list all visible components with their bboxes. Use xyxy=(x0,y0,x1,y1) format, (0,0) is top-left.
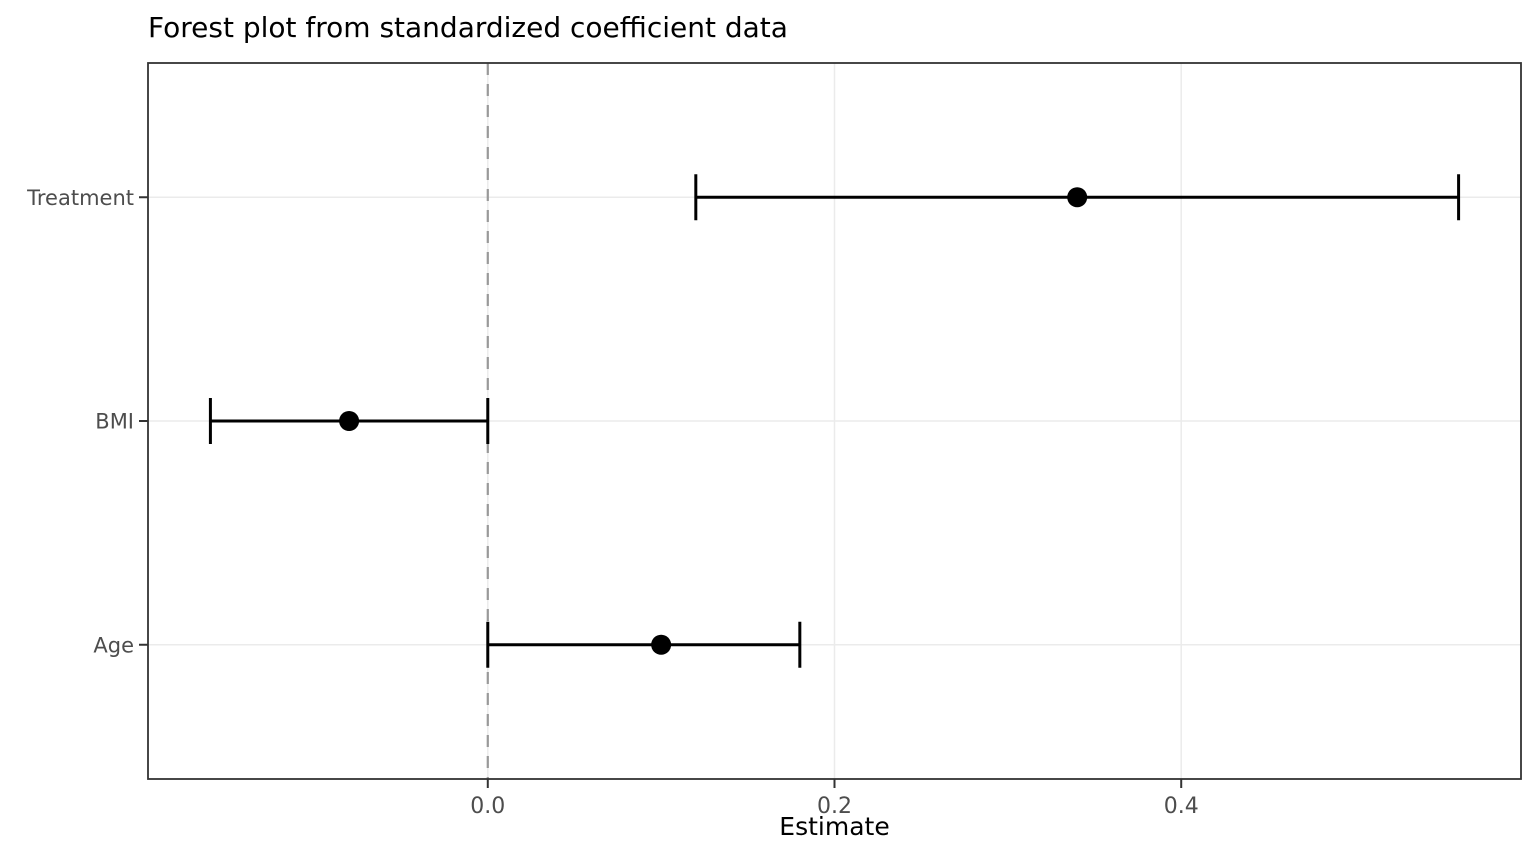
estimate-point-bmi xyxy=(339,411,360,431)
plot-title: Forest plot from standardized coefficien… xyxy=(148,11,788,44)
x-axis-title: Estimate xyxy=(779,812,890,841)
x-tick-label-0-0: 0.0 xyxy=(470,794,505,819)
x-tick-label-0-4: 0.4 xyxy=(1164,794,1199,819)
y-axis-label-treatment: Treatment xyxy=(26,186,134,210)
forest-row-age xyxy=(486,621,802,668)
forest-row-bmi xyxy=(208,398,490,444)
forest-row-treatment xyxy=(694,174,1461,221)
estimate-point-treatment xyxy=(1067,187,1088,208)
y-axis-label-age: Age xyxy=(93,633,134,657)
estimate-point-age xyxy=(651,634,672,655)
y-axis-label-bmi: BMI xyxy=(95,410,134,434)
x-tick-label-0-2: 0.2 xyxy=(817,794,852,819)
